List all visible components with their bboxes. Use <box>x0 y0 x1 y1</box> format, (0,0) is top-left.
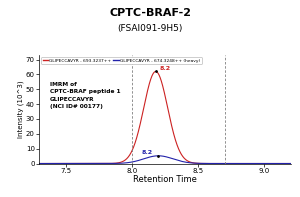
Text: 8.2: 8.2 <box>160 66 171 71</box>
Text: 8.2: 8.2 <box>142 150 153 155</box>
Y-axis label: Intensity (10^3): Intensity (10^3) <box>18 81 24 138</box>
Text: IMRM of
CPTC-BRAF peptide 1
GLIPECCAVYR
(NCI ID# 00177): IMRM of CPTC-BRAF peptide 1 GLIPECCAVYR … <box>50 82 120 109</box>
Text: (FSAI091-9H5): (FSAI091-9H5) <box>117 24 183 33</box>
X-axis label: Retention Time: Retention Time <box>133 175 197 184</box>
Text: CPTC-BRAF-2: CPTC-BRAF-2 <box>109 8 191 18</box>
Legend: GLIPECCAVYR - 693.3237++, GLIPECCAVYR - 674.3248++ (heavy): GLIPECCAVYR - 693.3237++, GLIPECCAVYR - … <box>41 57 202 64</box>
